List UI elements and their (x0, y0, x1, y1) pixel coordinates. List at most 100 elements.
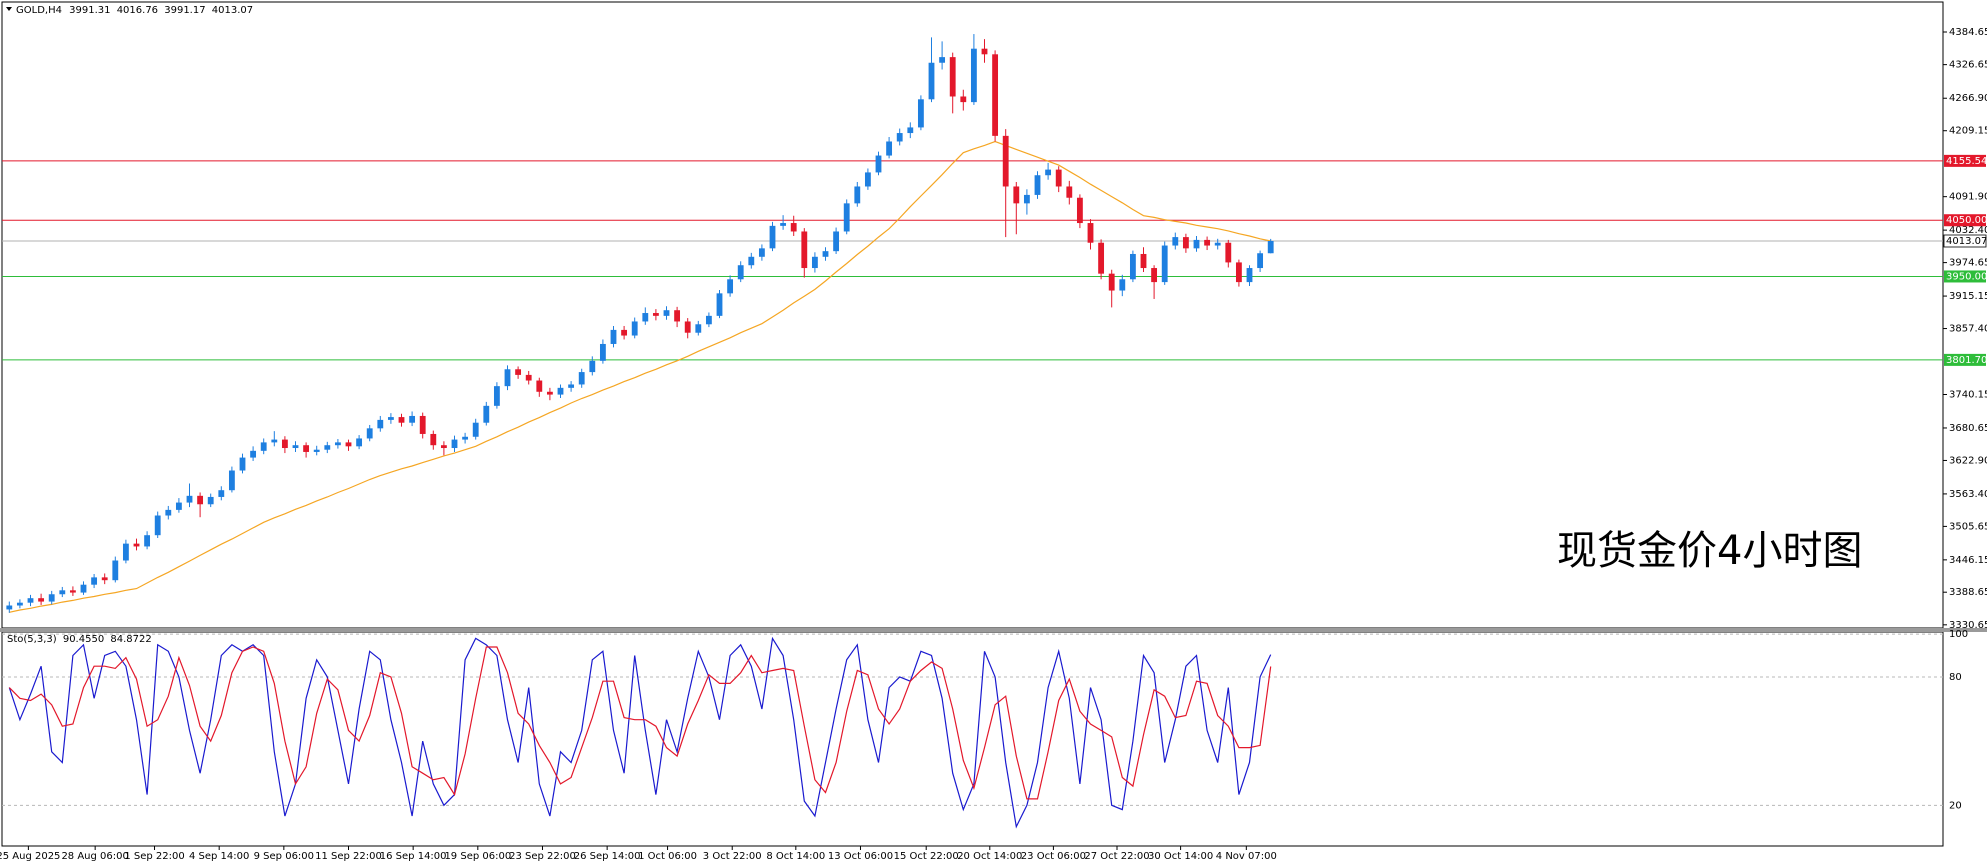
candle (1055, 166, 1062, 193)
candle (1034, 171, 1041, 199)
candle-body (1034, 175, 1041, 195)
x-tick-label: 3 Oct 22:00 (703, 851, 762, 862)
y-tick-label: 3505.65 (1949, 521, 1987, 532)
candle-body (1045, 169, 1052, 176)
candle-body (631, 321, 638, 336)
candle (313, 445, 320, 456)
candle (112, 556, 119, 583)
candle-body (419, 415, 426, 434)
candle (27, 594, 34, 607)
candle-body (366, 428, 373, 439)
candle (324, 441, 331, 454)
candle (504, 365, 511, 391)
candle-body (727, 279, 734, 294)
candle (186, 483, 193, 508)
candle (154, 511, 161, 539)
y-tick-label: 3974.65 (1949, 258, 1987, 269)
candle-body (790, 223, 797, 232)
candle-body (960, 96, 967, 103)
candle-body (1225, 242, 1232, 263)
candle (864, 168, 871, 190)
candle (992, 50, 999, 142)
candle (133, 538, 140, 551)
candle (621, 325, 628, 340)
candle-body (748, 256, 755, 266)
x-tick-label: 15 Oct 22:00 (894, 851, 959, 862)
candle (801, 228, 808, 278)
candle-body (864, 172, 871, 187)
candle (1002, 129, 1009, 238)
stoch-line (8, 636, 1272, 829)
candle-body (833, 231, 840, 252)
candle (1257, 250, 1264, 272)
candle (1151, 265, 1158, 299)
candle (525, 370, 532, 385)
y-tick-label: 4384.65 (1949, 27, 1987, 38)
candle-body (409, 415, 416, 423)
x-tick-label: 4 Sep 14:00 (189, 851, 249, 862)
candle-body (939, 57, 946, 63)
candle-body (6, 605, 13, 610)
candle (854, 181, 861, 207)
candle-body (387, 417, 394, 420)
candle (1013, 181, 1020, 235)
candle (122, 539, 129, 564)
candle (1161, 241, 1168, 285)
candle-body (1013, 186, 1020, 204)
level-label: 4155.54 (1946, 156, 1987, 167)
candle-body (144, 535, 151, 547)
candle-body (228, 470, 235, 491)
y-tick-label: 3740.15 (1949, 390, 1987, 401)
candle-body (1098, 242, 1105, 274)
candle-body (970, 48, 977, 103)
candle (939, 41, 946, 70)
y-tick-label: 3563.40 (1949, 489, 1987, 500)
candle (207, 493, 214, 508)
candle-body (1257, 253, 1264, 269)
candle-body (377, 419, 384, 429)
candle-body (38, 598, 45, 602)
candle-body (1267, 240, 1274, 254)
candle (1087, 219, 1094, 250)
candle (1140, 247, 1147, 272)
candle (69, 586, 76, 596)
candle-body (462, 436, 469, 440)
candle (409, 411, 416, 427)
candle (875, 151, 882, 176)
candle (557, 384, 564, 398)
candle (886, 136, 893, 159)
x-tick-label: 9 Sep 06:00 (254, 851, 314, 862)
x-tick-label: 1 Oct 06:00 (638, 851, 697, 862)
main-plot (2, 34, 1943, 613)
candle (175, 498, 182, 513)
candle-body (313, 449, 320, 452)
candle-body (557, 387, 564, 395)
candle-body (292, 445, 299, 449)
candle (377, 415, 384, 432)
candle-body (16, 602, 23, 606)
symbol: GOLD,H4 (16, 5, 62, 16)
x-tick-label: 23 Sep 22:00 (509, 851, 576, 862)
candle-body (515, 369, 522, 375)
candle-body (663, 310, 670, 316)
candle-body (1151, 268, 1158, 283)
candle-body (589, 360, 596, 373)
candle-body (207, 496, 214, 505)
moving-average (9, 140, 1271, 613)
candle-body (1055, 169, 1062, 187)
y-tick-label: 80 (1949, 672, 1962, 683)
candle-body (1214, 242, 1221, 246)
y-tick-label: 3857.40 (1949, 324, 1987, 335)
candle-body (536, 380, 543, 392)
candle-body (154, 515, 161, 536)
candle (663, 306, 670, 320)
x-tick-label: 28 Aug 06:00 (61, 851, 128, 862)
candle (228, 466, 235, 493)
candle-body (780, 223, 787, 226)
candle (822, 247, 829, 261)
y-tick-label: 4032.40 (1949, 225, 1987, 236)
level-tag (1944, 214, 1986, 227)
candle (960, 89, 967, 111)
y-tick-label: 3622.90 (1949, 455, 1987, 466)
candle-body (1140, 253, 1147, 269)
